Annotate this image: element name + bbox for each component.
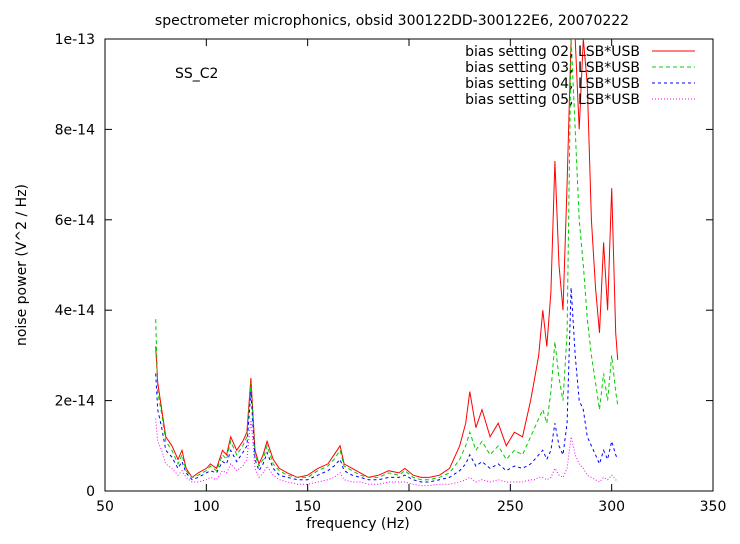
- legend-label: bias setting 02, LSB*USB: [465, 44, 640, 60]
- series-line-4: [155, 287, 619, 483]
- x-axis-label: frequency (Hz): [306, 516, 409, 532]
- axes: 50 100 150 200 250 300 350 0 2e-14 4e-14 6e-14 8e-1…: [55, 32, 727, 515]
- legend-label: bias setting 03, LSB*USB: [465, 60, 640, 76]
- x-tick-label: 150: [294, 499, 321, 515]
- x-tick-label: 200: [396, 499, 423, 515]
- y-tick-label: 6e-14: [55, 213, 95, 229]
- chart-annotation: SS_C2: [175, 66, 218, 82]
- y-tick-label: 0: [86, 484, 95, 500]
- series-line-2: [155, 39, 619, 479]
- series-lines: [155, 39, 619, 487]
- chart-title: spectrometer microphonics, obsid 300122D…: [155, 13, 629, 29]
- legend-label: bias setting 05, LSB*USB: [465, 92, 640, 108]
- legend-label: bias setting 04, LSB*USB: [465, 76, 640, 92]
- x-tick-label: 350: [700, 499, 727, 515]
- x-tick-label: 250: [497, 499, 524, 515]
- y-axis-label: noise power (V^2 / Hz): [14, 184, 30, 346]
- x-tick-label: 300: [598, 499, 625, 515]
- y-tick-label: 8e-14: [55, 122, 95, 138]
- series-line-5: [155, 418, 619, 487]
- y-tick-label: 2e-14: [55, 394, 95, 410]
- x-tick-label: 100: [193, 499, 220, 515]
- y-tick-label: 1e-13: [55, 32, 95, 48]
- x-tick-label: 50: [96, 499, 114, 515]
- y-tick-label: 4e-14: [55, 303, 95, 319]
